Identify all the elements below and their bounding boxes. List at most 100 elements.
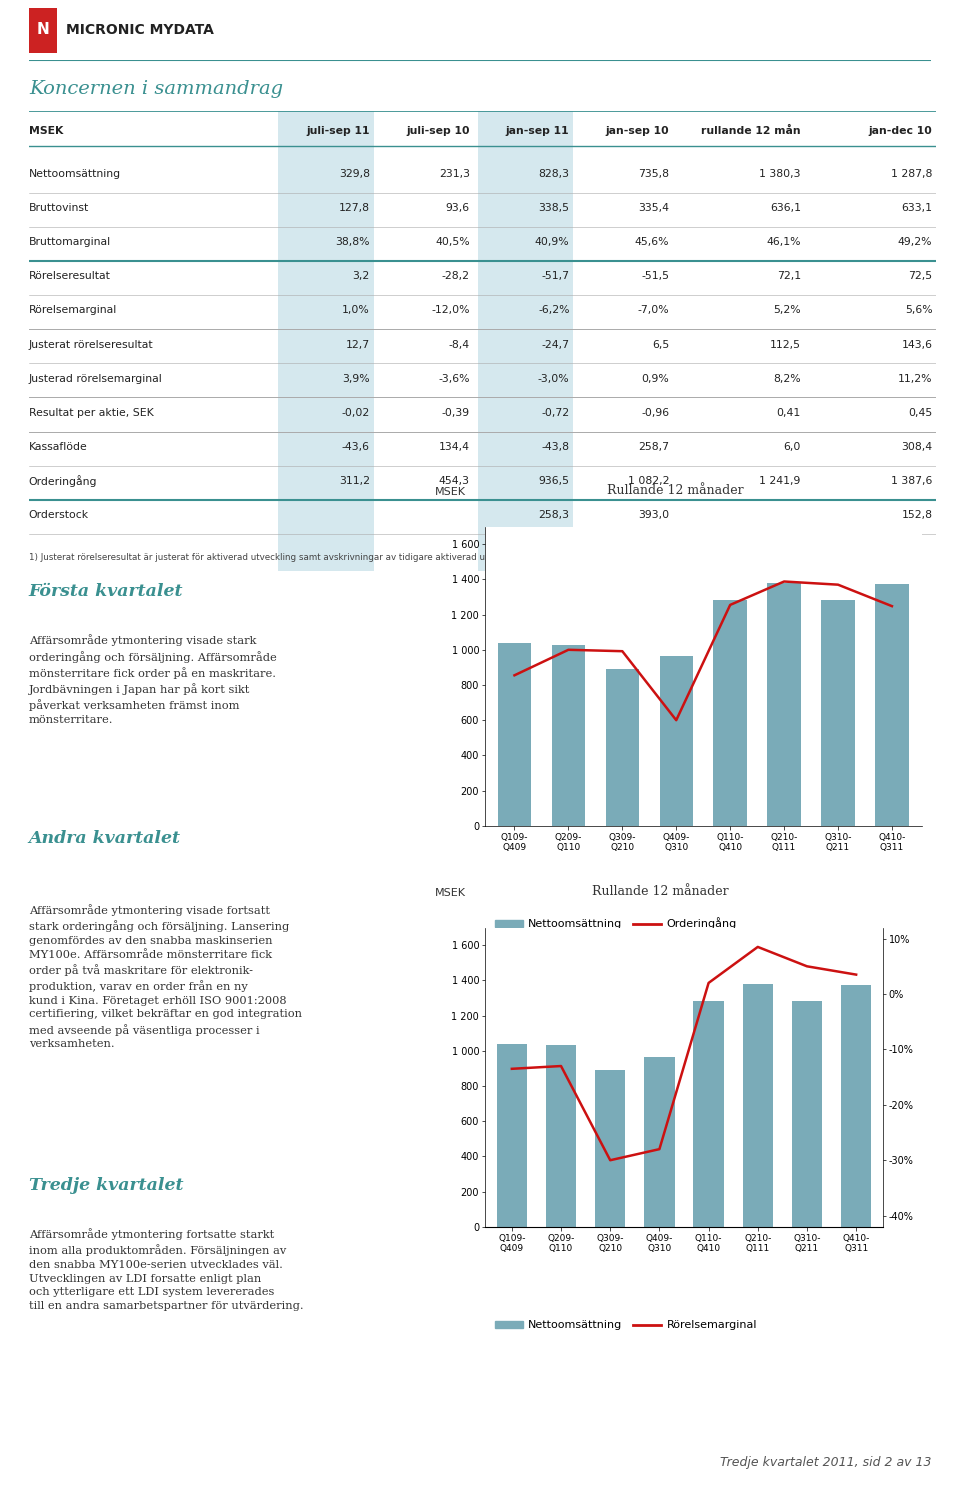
Bar — [792, 1001, 822, 1227]
Text: -3,6%: -3,6% — [438, 374, 469, 383]
Text: -12,0%: -12,0% — [431, 305, 469, 316]
Text: 1 287,8: 1 287,8 — [891, 169, 932, 180]
Text: 633,1: 633,1 — [901, 203, 932, 212]
Text: Tredje kvartalet: Tredje kvartalet — [29, 1177, 183, 1194]
Text: juli-sep 11: juli-sep 11 — [306, 126, 370, 136]
FancyBboxPatch shape — [278, 111, 373, 571]
Text: Första kvartalet: Första kvartalet — [29, 583, 183, 600]
Text: 308,4: 308,4 — [901, 441, 932, 452]
Text: 5,2%: 5,2% — [773, 305, 801, 316]
FancyBboxPatch shape — [29, 9, 58, 52]
Text: Koncernen i sammandrag: Koncernen i sammandrag — [29, 79, 283, 99]
Legend: Nettoomsättning, Orderingång: Nettoomsättning, Orderingång — [491, 913, 741, 934]
Text: Rörelseresultat: Rörelseresultat — [29, 271, 110, 281]
Bar — [693, 1001, 724, 1227]
Text: -51,5: -51,5 — [641, 271, 669, 281]
Bar — [841, 984, 872, 1227]
Text: 0,9%: 0,9% — [641, 374, 669, 383]
Text: MICRONIC MYDATA: MICRONIC MYDATA — [65, 22, 214, 37]
Text: Rörelsemarginal: Rörelsemarginal — [29, 305, 117, 316]
Text: -43,8: -43,8 — [541, 441, 569, 452]
Bar — [713, 600, 747, 826]
Text: Bruttomarginal: Bruttomarginal — [29, 236, 111, 247]
Text: -28,2: -28,2 — [442, 271, 469, 281]
Text: N: N — [36, 22, 50, 37]
Text: -43,6: -43,6 — [342, 441, 370, 452]
Text: 393,0: 393,0 — [638, 510, 669, 521]
Text: rullande 12 mån: rullande 12 mån — [701, 126, 801, 136]
Text: 134,4: 134,4 — [439, 441, 469, 452]
Bar — [606, 669, 639, 826]
Text: 636,1: 636,1 — [770, 203, 801, 212]
Text: 12,7: 12,7 — [346, 340, 370, 350]
Text: Affärsområde ytmontering visade fortsatt
stark orderingång och försäljning. Lans: Affärsområde ytmontering visade fortsatt… — [29, 904, 301, 1049]
Text: Affärsområde ytmontering visade stark
orderingång och försäljning. Affärsområde
: Affärsområde ytmontering visade stark or… — [29, 634, 276, 726]
Bar — [595, 1070, 626, 1227]
Text: -7,0%: -7,0% — [637, 305, 669, 316]
Text: 1,0%: 1,0% — [342, 305, 370, 316]
Bar — [497, 643, 531, 826]
Text: MSEK: MSEK — [29, 126, 63, 136]
Text: Affärsområde ytmontering fortsatte starkt
inom alla produktområden. Försäljninge: Affärsområde ytmontering fortsatte stark… — [29, 1228, 303, 1310]
Text: 454,3: 454,3 — [439, 476, 469, 486]
Text: -0,96: -0,96 — [641, 408, 669, 417]
Text: -6,2%: -6,2% — [538, 305, 569, 316]
Text: 1 380,3: 1 380,3 — [759, 169, 801, 180]
Text: -0,02: -0,02 — [342, 408, 370, 417]
Text: 335,4: 335,4 — [638, 203, 669, 212]
Text: Rullande 12 månader: Rullande 12 månader — [592, 884, 729, 898]
Text: 6,5: 6,5 — [652, 340, 669, 350]
Text: -8,4: -8,4 — [448, 340, 469, 350]
Text: 1 387,6: 1 387,6 — [891, 476, 932, 486]
Text: 1 082,2: 1 082,2 — [628, 476, 669, 486]
Text: 3,9%: 3,9% — [343, 374, 370, 383]
Text: 8,2%: 8,2% — [773, 374, 801, 383]
Text: 338,5: 338,5 — [539, 203, 569, 212]
Text: -3,0%: -3,0% — [538, 374, 569, 383]
Text: 735,8: 735,8 — [638, 169, 669, 180]
Bar — [767, 583, 801, 826]
Legend: Nettoomsättning, Rörelsemarginal: Nettoomsättning, Rörelsemarginal — [491, 1316, 762, 1334]
Text: 152,8: 152,8 — [901, 510, 932, 521]
Text: 1) Justerat rörelseresultat är justerat för aktiverad utveckling samt avskrivnin: 1) Justerat rörelseresultat är justerat … — [29, 552, 647, 561]
Text: -0,39: -0,39 — [442, 408, 469, 417]
Text: 45,6%: 45,6% — [635, 236, 669, 247]
Text: Bruttovinst: Bruttovinst — [29, 203, 89, 212]
Text: jan-dec 10: jan-dec 10 — [869, 126, 932, 136]
Text: Nettoomsättning: Nettoomsättning — [29, 169, 121, 180]
Text: 72,5: 72,5 — [908, 271, 932, 281]
Text: 143,6: 143,6 — [901, 340, 932, 350]
Bar — [876, 583, 909, 826]
Text: 40,9%: 40,9% — [535, 236, 569, 247]
Text: 828,3: 828,3 — [539, 169, 569, 180]
Text: Orderstock: Orderstock — [29, 510, 89, 521]
Text: Justerad rörelsemarginal: Justerad rörelsemarginal — [29, 374, 162, 383]
Text: jan-sep 11: jan-sep 11 — [506, 126, 569, 136]
Text: -51,7: -51,7 — [541, 271, 569, 281]
Text: juli-sep 10: juli-sep 10 — [406, 126, 469, 136]
Text: 38,8%: 38,8% — [335, 236, 370, 247]
Text: 0,41: 0,41 — [777, 408, 801, 417]
Text: 72,1: 72,1 — [777, 271, 801, 281]
Bar — [552, 645, 585, 826]
Text: Orderingång: Orderingång — [29, 476, 97, 488]
Text: 1 241,9: 1 241,9 — [759, 476, 801, 486]
Bar — [546, 1046, 576, 1227]
Text: 3,2: 3,2 — [352, 271, 370, 281]
Text: Kassaflöde: Kassaflöde — [29, 441, 87, 452]
Bar — [742, 984, 773, 1227]
Text: 258,3: 258,3 — [539, 510, 569, 521]
Text: 6,0: 6,0 — [783, 441, 801, 452]
Text: jan-sep 10: jan-sep 10 — [606, 126, 669, 136]
Text: Andra kvartalet: Andra kvartalet — [29, 830, 180, 847]
Text: 11,2%: 11,2% — [898, 374, 932, 383]
Text: MSEK: MSEK — [435, 887, 466, 898]
Text: 46,1%: 46,1% — [766, 236, 801, 247]
Text: 0,45: 0,45 — [908, 408, 932, 417]
Text: 93,6: 93,6 — [445, 203, 469, 212]
Text: 936,5: 936,5 — [539, 476, 569, 486]
Text: 231,3: 231,3 — [439, 169, 469, 180]
Bar — [822, 600, 854, 826]
Text: 40,5%: 40,5% — [435, 236, 469, 247]
Text: Justerat rörelseresultat: Justerat rörelseresultat — [29, 340, 154, 350]
